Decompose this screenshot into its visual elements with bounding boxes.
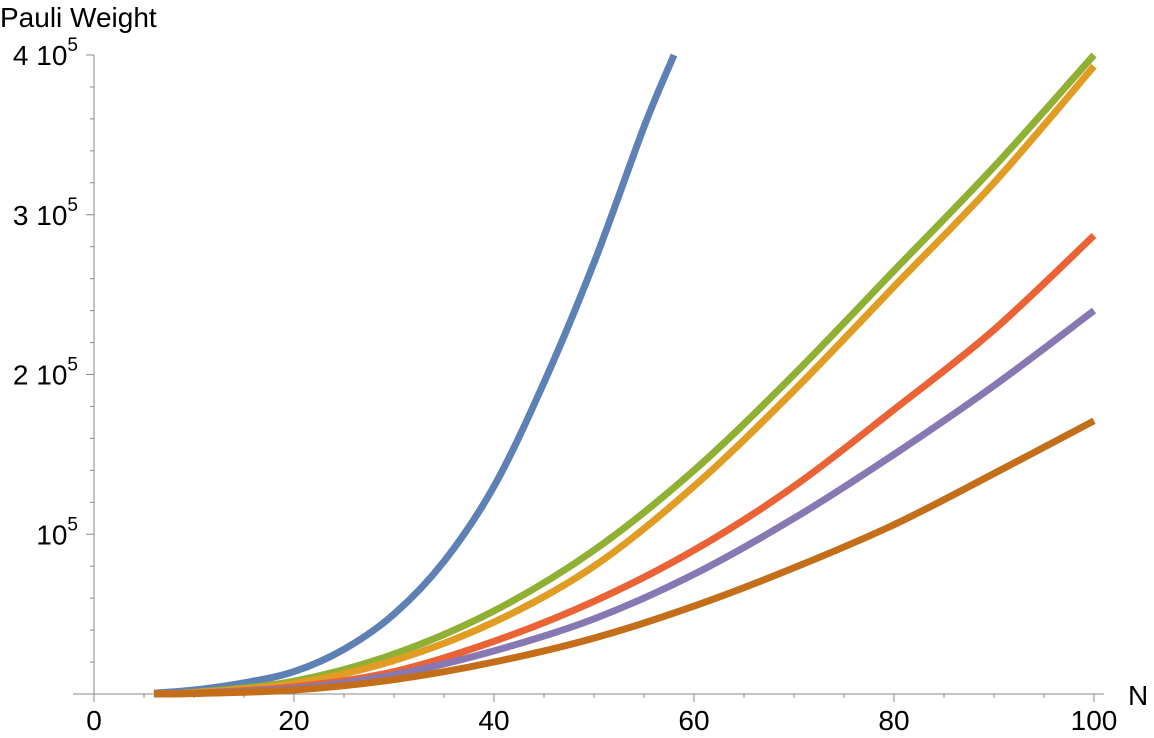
series-line-2 xyxy=(153,52,1097,698)
y-tick-base: 10 xyxy=(36,200,67,231)
x-tick-label: 20 xyxy=(278,705,309,736)
axes xyxy=(73,55,1104,695)
y-tick-exponent: 5 xyxy=(67,195,78,216)
x-axis-title: N xyxy=(1128,680,1149,711)
series-line-1 xyxy=(153,53,678,697)
x-tick-label: 0 xyxy=(86,705,102,736)
x-ticks: 0 20 40 60 80 100 xyxy=(86,694,1117,736)
series-line-5 xyxy=(153,307,1097,698)
y-tick-mantissa: 4 xyxy=(13,40,36,71)
series-line-6 xyxy=(153,417,1096,698)
y-tick-label: 4 105 xyxy=(13,35,78,71)
y-tick-base: 10 xyxy=(36,519,67,550)
y-tick-label: 2 105 xyxy=(13,355,78,391)
y-tick-exponent: 5 xyxy=(67,514,78,535)
x-tick-label: 80 xyxy=(878,705,909,736)
x-tick-label: 60 xyxy=(678,705,709,736)
y-tick-label: 105 xyxy=(36,514,78,550)
y-tick-exponent: 5 xyxy=(67,35,78,56)
x-tick-label: 40 xyxy=(478,705,509,736)
series-line-4 xyxy=(153,232,1097,698)
y-tick-base: 10 xyxy=(36,40,67,71)
y-axis-title: Pauli Weight xyxy=(0,2,157,33)
y-tick-mantissa: 2 xyxy=(13,360,36,391)
y-tick-mantissa: 3 xyxy=(13,200,36,231)
y-tick-exponent: 5 xyxy=(67,355,78,376)
series-line-3 xyxy=(153,63,1097,698)
y-tick-base: 10 xyxy=(36,360,67,391)
series-group xyxy=(153,52,1097,698)
x-tick-label: 100 xyxy=(1071,705,1118,736)
y-tick-label: 3 105 xyxy=(13,195,78,231)
